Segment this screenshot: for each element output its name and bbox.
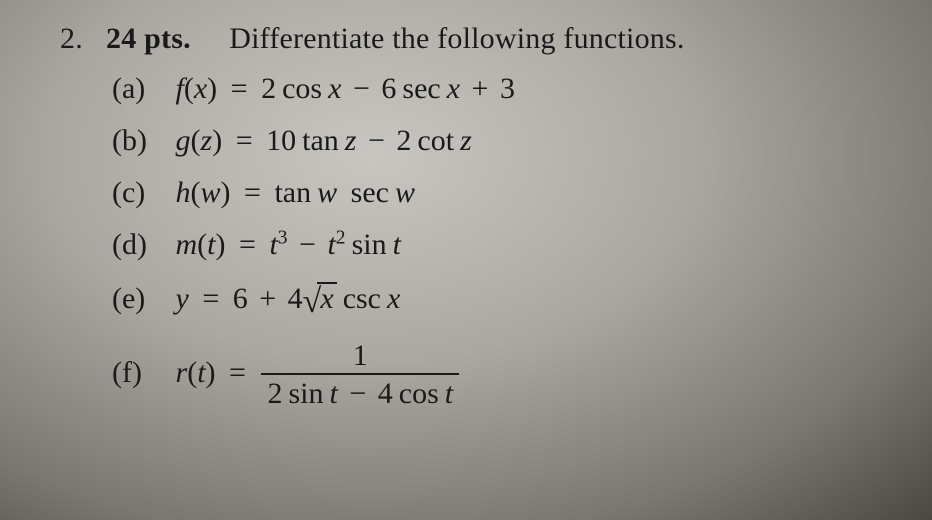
const: 6: [233, 282, 248, 315]
problem-instruction: Differentiate the following functions.: [229, 22, 684, 55]
var: x: [447, 72, 460, 105]
fn-arg: x: [194, 72, 207, 105]
item-c: (c) h(w) = tan w sec w: [112, 178, 902, 208]
coef: 4: [378, 377, 393, 410]
item-label: (f): [112, 358, 168, 388]
var: t: [393, 228, 401, 261]
exp: 2: [336, 227, 346, 248]
op: −: [349, 72, 374, 105]
fn-name: f: [176, 72, 184, 105]
fn-name: h: [176, 176, 191, 209]
trig: cot: [417, 124, 454, 157]
problem-points: 24 pts.: [106, 22, 191, 55]
coef: 2: [261, 72, 276, 105]
item-a: (a) f(x) = 2 cos x − 6 sec x + 3: [112, 74, 902, 104]
op: −: [345, 377, 370, 410]
var: z: [345, 124, 357, 157]
const: 3: [500, 72, 515, 105]
op: +: [255, 282, 280, 315]
item-label: (d): [112, 230, 168, 260]
fn-name: g: [176, 124, 191, 157]
problem-number: 2.: [60, 22, 83, 55]
denominator: 2 sin t − 4 cos t: [261, 373, 459, 409]
trig: sec: [402, 72, 440, 105]
fn-name: y: [176, 282, 189, 315]
trig: cos: [282, 72, 322, 105]
coef: 6: [381, 72, 396, 105]
var: t: [327, 228, 335, 261]
radicand: x: [317, 282, 336, 314]
item-label: (b): [112, 126, 168, 156]
item-b: (b) g(z) = 10 tan z − 2 cot z: [112, 126, 902, 156]
coef: 4: [288, 282, 303, 315]
op: −: [295, 228, 320, 261]
var: t: [269, 228, 277, 261]
op: +: [468, 72, 493, 105]
sqrt: √x: [303, 282, 337, 319]
trig: sec: [351, 176, 389, 209]
item-label: (c): [112, 178, 168, 208]
item-f: (f) r(t) = 1 2 sin t − 4 cos t: [112, 341, 902, 409]
var: t: [445, 377, 453, 410]
problem-header: 2. 24 pts. Differentiate the following f…: [60, 22, 902, 56]
var: w: [317, 176, 337, 209]
fn-arg: t: [207, 228, 215, 261]
fn-name: m: [176, 228, 198, 261]
var: z: [460, 124, 472, 157]
fn-arg: t: [197, 356, 205, 389]
var: t: [330, 377, 338, 410]
var: w: [395, 176, 415, 209]
item-d: (d) m(t) = t3 − t2 sin t: [112, 230, 902, 260]
trig: sin: [352, 228, 387, 261]
coef: 2: [396, 124, 411, 157]
var: x: [328, 72, 341, 105]
numerator: 1: [261, 341, 459, 373]
var: x: [387, 282, 400, 315]
trig: cos: [399, 377, 439, 410]
trig: csc: [343, 282, 381, 315]
item-e: (e) y = 6 + 4√x csc x: [112, 282, 902, 319]
fn-arg: w: [201, 176, 221, 209]
trig: tan: [274, 176, 311, 209]
fn-name: r: [176, 356, 188, 389]
trig: tan: [302, 124, 339, 157]
coef: 2: [267, 377, 282, 410]
op: −: [364, 124, 389, 157]
fn-arg: z: [201, 124, 213, 157]
coef: 10: [266, 124, 296, 157]
item-label: (e): [112, 284, 168, 314]
exam-page: 2. 24 pts. Differentiate the following f…: [0, 0, 932, 451]
item-label: (a): [112, 74, 168, 104]
exp: 3: [278, 227, 288, 248]
trig: sin: [288, 377, 323, 410]
fraction: 1 2 sin t − 4 cos t: [261, 341, 459, 409]
problem-items: (a) f(x) = 2 cos x − 6 sec x + 3 (b) g(z…: [60, 74, 902, 409]
